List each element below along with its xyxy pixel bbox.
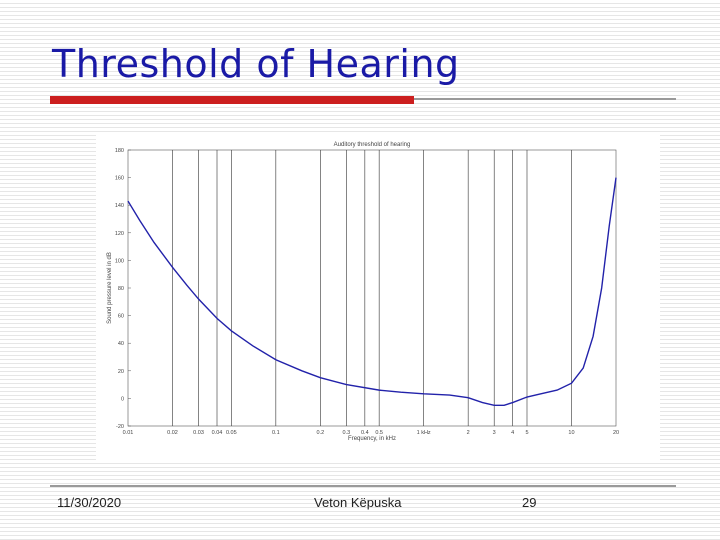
x-tick-label: 2 bbox=[467, 430, 470, 436]
x-tick-label: 5 bbox=[525, 430, 528, 436]
y-tick-label: 60 bbox=[118, 314, 124, 320]
chart-title: Auditory threshold of hearing bbox=[334, 142, 411, 148]
x-tick-label: 1 kHz bbox=[417, 430, 431, 436]
footer-rule bbox=[50, 485, 676, 487]
x-tick-label: 4 bbox=[511, 430, 514, 436]
x-tick-label: 0.02 bbox=[167, 430, 178, 436]
y-tick-label: -20 bbox=[116, 424, 124, 430]
x-tick-label: 0.5 bbox=[375, 430, 383, 436]
x-tick-label: 3 bbox=[493, 430, 496, 436]
x-tick-label: 0.2 bbox=[317, 430, 325, 436]
y-tick-label: 160 bbox=[115, 176, 124, 182]
y-tick-label: 120 bbox=[115, 231, 124, 237]
y-tick-label: 40 bbox=[118, 341, 124, 347]
plot-area bbox=[127, 149, 617, 427]
x-tick-label: 0.03 bbox=[193, 430, 204, 436]
y-tick-layer: -20 0 20 40 60 80 100 120 140 160 180 bbox=[115, 148, 131, 430]
threshold-curve bbox=[127, 177, 617, 406]
title-underline bbox=[414, 98, 676, 100]
y-tick-label: 20 bbox=[118, 369, 124, 375]
x-tick-label: 20 bbox=[613, 430, 619, 436]
x-tick-label: 10 bbox=[568, 430, 574, 436]
footer-date: 11/30/2020 bbox=[57, 495, 122, 510]
chart-frame: -20 0 20 40 60 80 100 120 140 160 180 0.01 0.02 0.03… bbox=[96, 132, 660, 462]
title-accent-bar bbox=[50, 96, 414, 104]
x-axis-label: Frequency, in kHz bbox=[348, 436, 396, 442]
hearing-threshold-chart: -20 0 20 40 60 80 100 120 140 160 180 0.01 0.02 0.03… bbox=[107, 142, 619, 442]
y-tick-label: 180 bbox=[115, 148, 124, 154]
x-tick-label: 0.4 bbox=[361, 430, 369, 436]
footer-page-number: 29 bbox=[522, 495, 537, 510]
x-tick-label: 0.3 bbox=[343, 430, 351, 436]
footer-author: Veton Këpuska bbox=[314, 495, 402, 510]
x-tick-label: 0.1 bbox=[272, 430, 280, 436]
y-tick-label: 100 bbox=[115, 258, 124, 264]
y-tick-label: 80 bbox=[118, 286, 124, 292]
x-tick-layer: 0.01 0.02 0.03 0.04 0.05 0.1 0.2 0.3 0.4 0.5 1 kHz… bbox=[123, 430, 619, 436]
x-tick-label: 0.05 bbox=[226, 430, 237, 436]
y-tick-label: 0 bbox=[121, 396, 124, 402]
grid-layer bbox=[172, 150, 572, 426]
y-axis-label: Sound pressure level in dB bbox=[107, 252, 113, 324]
y-tick-label: 140 bbox=[115, 203, 124, 209]
x-tick-label: 0.04 bbox=[212, 430, 223, 436]
slide-title: Threshold of Hearing bbox=[52, 42, 460, 86]
x-tick-label: 0.01 bbox=[123, 430, 134, 436]
